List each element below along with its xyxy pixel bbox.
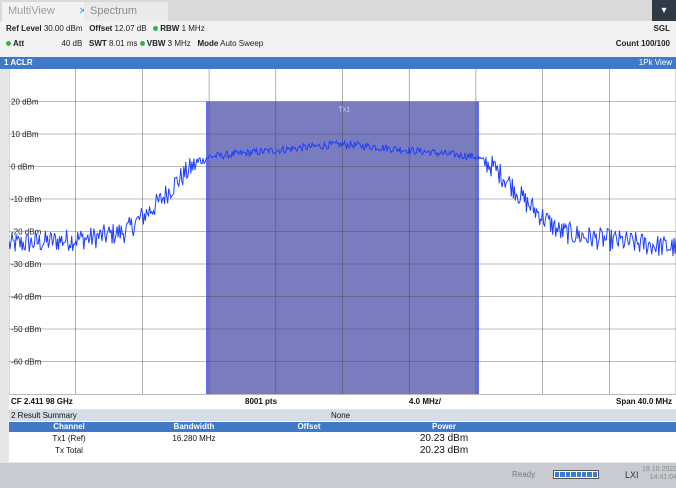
tab-spectrum[interactable]: Spectrum <box>84 2 168 21</box>
y-tick-label: 0 dBm <box>11 163 34 172</box>
summary-header: Channel Bandwidth Offset Power <box>9 422 676 432</box>
spectrum-plot[interactable]: 20 dBm 10 dBm 0 dBm -10 dBm -20 dBm -30 dBm -4… <box>8 69 676 394</box>
table-row: Tx1 (Ref) 16.280 MHz 20.23 dBm <box>9 434 676 444</box>
params-row-1: Ref Level 30.00 dBm Offset 12.07 dB RBW … <box>6 24 205 33</box>
col-channel: Channel <box>53 422 85 431</box>
view-mode: 1Pk View <box>638 58 672 67</box>
summary-title-bar: 2 Result Summary None <box>9 410 676 421</box>
summary-none: None <box>331 411 351 420</box>
att-label: Att <box>13 39 25 48</box>
result-summary-panel: 2 Result Summary None Channel Bandwidth … <box>9 410 676 462</box>
y-tick-label: 20 dBm <box>11 98 39 107</box>
summary-title: 2 Result Summary <box>11 411 77 420</box>
channel-label: Tx1 <box>339 107 351 114</box>
coupled-dot-icon <box>139 41 145 47</box>
row-channel: Tx1 (Ref) <box>52 434 86 443</box>
mode-label: Mode <box>197 39 219 48</box>
params-row-2: Att 40 dB SWT 8.01 ms VBW 3 MHz Mode Aut… <box>6 39 263 48</box>
row-power: 20.23 dBm <box>419 433 469 444</box>
ref-level-value[interactable]: 30.00 dBm <box>43 24 83 33</box>
tab-multiview-label: MultiView <box>8 5 55 17</box>
tab-multiview[interactable]: MultiView ✕ <box>2 2 93 21</box>
vbw-label: VBW <box>146 39 166 48</box>
date: 19.10.2022 <box>642 466 676 473</box>
trace-window-title[interactable]: 1 ACLR 1Pk View <box>0 57 676 69</box>
y-tick-label: -50 dBm <box>11 325 42 334</box>
col-power: Power <box>431 422 456 431</box>
rbw-value[interactable]: 1 MHz <box>181 24 205 33</box>
span-value: Span 40.0 MHz <box>615 397 672 406</box>
y-tick-label: -40 dBm <box>11 293 42 302</box>
y-tick-label: 10 dBm <box>11 130 39 139</box>
col-offset: Offset <box>297 422 321 431</box>
sgl-indicator: SGL <box>653 24 670 33</box>
x-axis-info: CF 2.411 98 GHz 8001 pts 4.0 MHz/ Span 4… <box>9 394 676 409</box>
rbw-label: RBW <box>160 24 180 33</box>
dropdown-icon[interactable]: ▾ <box>652 0 676 21</box>
ready-status: Ready <box>512 470 536 479</box>
time: 14:41:04 <box>649 474 676 481</box>
top-tab-bar: MultiView ✕ Spectrum ▾ <box>0 0 676 21</box>
sweep-progress-bar <box>553 470 599 479</box>
close-icon[interactable]: ✕ <box>78 6 87 17</box>
date-time: 19.10.2022 14:41:04 <box>642 466 676 482</box>
coupled-dot-icon <box>6 41 11 47</box>
offset-label: Offset <box>89 24 113 33</box>
sweep-count: Count 100/100 <box>615 39 670 48</box>
vbw-value[interactable]: 3 MHz <box>167 39 191 48</box>
y-tick-label: -20 dBm <box>11 228 42 237</box>
status-bar: Ready LXI 19.10.2022 14:41:04 <box>0 463 676 488</box>
sweep-points: 8001 pts <box>245 397 278 406</box>
row-power: 20.23 dBm <box>419 445 469 456</box>
offset-value[interactable]: 12.07 dB <box>114 24 147 33</box>
window-title: 1 ACLR <box>4 58 33 67</box>
freq-per-div: 4.0 MHz/ <box>409 397 442 406</box>
ref-level-label: Ref Level <box>6 24 42 33</box>
swt-label: SWT <box>89 39 107 48</box>
measurement-params: Ref Level 30.00 dBm Offset 12.07 dB RBW … <box>0 21 676 57</box>
row-channel: Tx Total <box>55 446 83 455</box>
table-row: Tx Total 20.23 dBm <box>9 446 676 456</box>
swt-value[interactable]: 8.01 ms <box>109 39 138 48</box>
center-frequency: CF 2.411 98 GHz <box>11 397 73 406</box>
spectrum-trace-line <box>8 139 676 257</box>
y-tick-label: -10 dBm <box>11 195 42 204</box>
coupled-dot-icon <box>153 26 159 32</box>
lxi-icon: LXI <box>625 470 639 480</box>
col-bandwidth: Bandwidth <box>173 422 215 431</box>
mode-value[interactable]: Auto Sweep <box>220 39 264 48</box>
tab-spectrum-label: Spectrum <box>90 5 138 17</box>
y-tick-label: -60 dBm <box>11 358 42 367</box>
att-value[interactable]: 40 dB <box>61 39 83 48</box>
spectrum-chart-svg[interactable]: 20 dBm 10 dBm 0 dBm -10 dBm -20 dBm -30 dBm -4… <box>8 69 676 394</box>
row-bandwidth: 16.280 MHz <box>172 434 216 443</box>
y-tick-label: -30 dBm <box>11 260 42 269</box>
